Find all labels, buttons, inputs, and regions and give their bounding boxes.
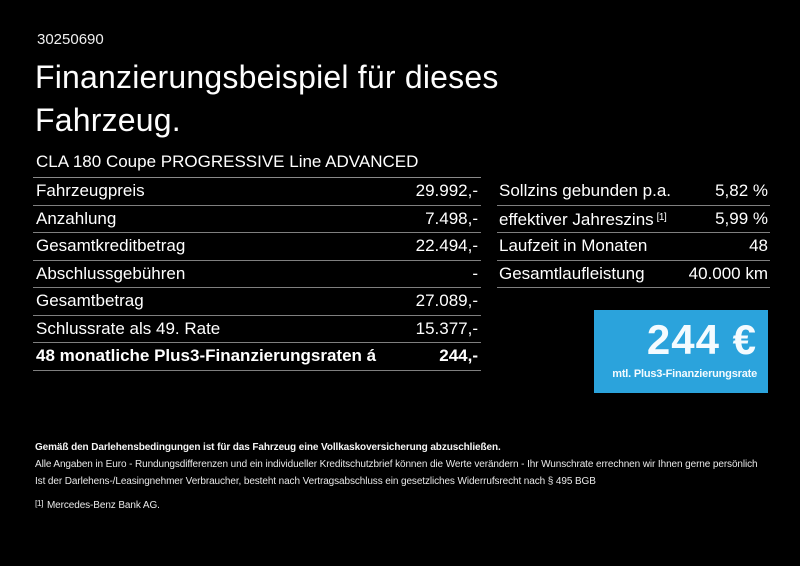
monthly-rate-box: 244 € mtl. Plus3-Finanzierungsrate (594, 310, 768, 393)
row-value: 48 (749, 236, 768, 255)
row-label: Sollzins gebunden p.a. (499, 181, 672, 200)
table-row-closing-fees: Abschlussgebühren - (33, 261, 481, 288)
row-value: 244,- (439, 346, 478, 365)
footnote-marker: [1] (35, 498, 43, 508)
table-row-total-credit: Gesamtkreditbetrag 22.494,- (33, 233, 481, 261)
row-label: Laufzeit in Monaten (499, 236, 648, 255)
monthly-rate-amount: 244 € (646, 316, 757, 363)
monthly-rate-caption: mtl. Plus3-Finanzierungsrate (612, 368, 757, 380)
row-value: - (472, 263, 478, 283)
row-label: Gesamtbetrag (36, 291, 144, 310)
table-row-monthly-rates: 48 monatliche Plus3-Finanzierungsraten á… (33, 343, 481, 371)
row-label: Gesamtlaufleistung (499, 263, 645, 283)
row-value: 5,82 % (715, 181, 768, 200)
row-label: Anzahlung (36, 208, 117, 228)
vehicle-name: CLA 180 Coupe PROGRESSIVE Line ADVANCED (33, 147, 481, 178)
row-value: 15.377,- (415, 318, 478, 338)
row-label: Fahrzeugpreis (36, 181, 145, 200)
page-title: Finanzierungsbeispiel für dieses Fahrzeu… (35, 59, 499, 138)
table-row-total-mileage: Gesamtlaufleistung 40.000 km (497, 261, 770, 288)
table-row-nominal-interest: Sollzins gebunden p.a. 5,82 % (497, 178, 770, 206)
row-value: 7.498,- (425, 208, 478, 228)
finance-table: CLA 180 Coupe PROGRESSIVE Line ADVANCED … (33, 147, 481, 371)
table-row-vehicle-price: Fahrzeugpreis 29.992,- (33, 178, 481, 206)
row-label: effektiver Jahreszins [1] (499, 209, 667, 229)
row-value: 40.000 km (688, 263, 768, 283)
listing-id: 30250690 (37, 31, 104, 48)
table-row-term-months: Laufzeit in Monaten 48 (497, 233, 770, 261)
footnote: [1] Mercedes-Benz Bank AG. (35, 497, 795, 512)
table-row-total-amount: Gesamtbetrag 27.089,- (33, 288, 481, 316)
conditions-table: Sollzins gebunden p.a. 5,82 % effektiver… (497, 178, 770, 288)
legal-footer: Gemäß den Darlehensbedingungen ist für d… (35, 441, 795, 516)
footnote-text: Mercedes-Benz Bank AG. (46, 500, 160, 511)
insurance-note: Gemäß den Darlehensbedingungen ist für d… (35, 442, 501, 453)
row-label: Schlussrate als 49. Rate (36, 318, 221, 338)
disclaimer-line: Alle Angaben in Euro - Rundungsdifferenz… (35, 459, 758, 470)
row-value: 27.089,- (415, 291, 478, 310)
table-row-final-rate: Schlussrate als 49. Rate 15.377,- (33, 316, 481, 343)
footnote-reference: [1] (656, 211, 667, 223)
row-label: Abschlussgebühren (36, 263, 186, 283)
table-row-down-payment: Anzahlung 7.498,- (33, 206, 481, 233)
row-value: 5,99 % (715, 208, 768, 228)
row-value: 29.992,- (415, 181, 478, 200)
row-value: 22.494,- (415, 236, 478, 255)
table-row-effective-interest: effektiver Jahreszins [1] 5,99 % (497, 206, 770, 233)
row-label: Gesamtkreditbetrag (36, 236, 186, 255)
disclaimer-line: Ist der Darlehens-/Leasingnehmer Verbrau… (35, 476, 596, 487)
row-label: 48 monatliche Plus3-Finanzierungsraten á (36, 346, 377, 365)
